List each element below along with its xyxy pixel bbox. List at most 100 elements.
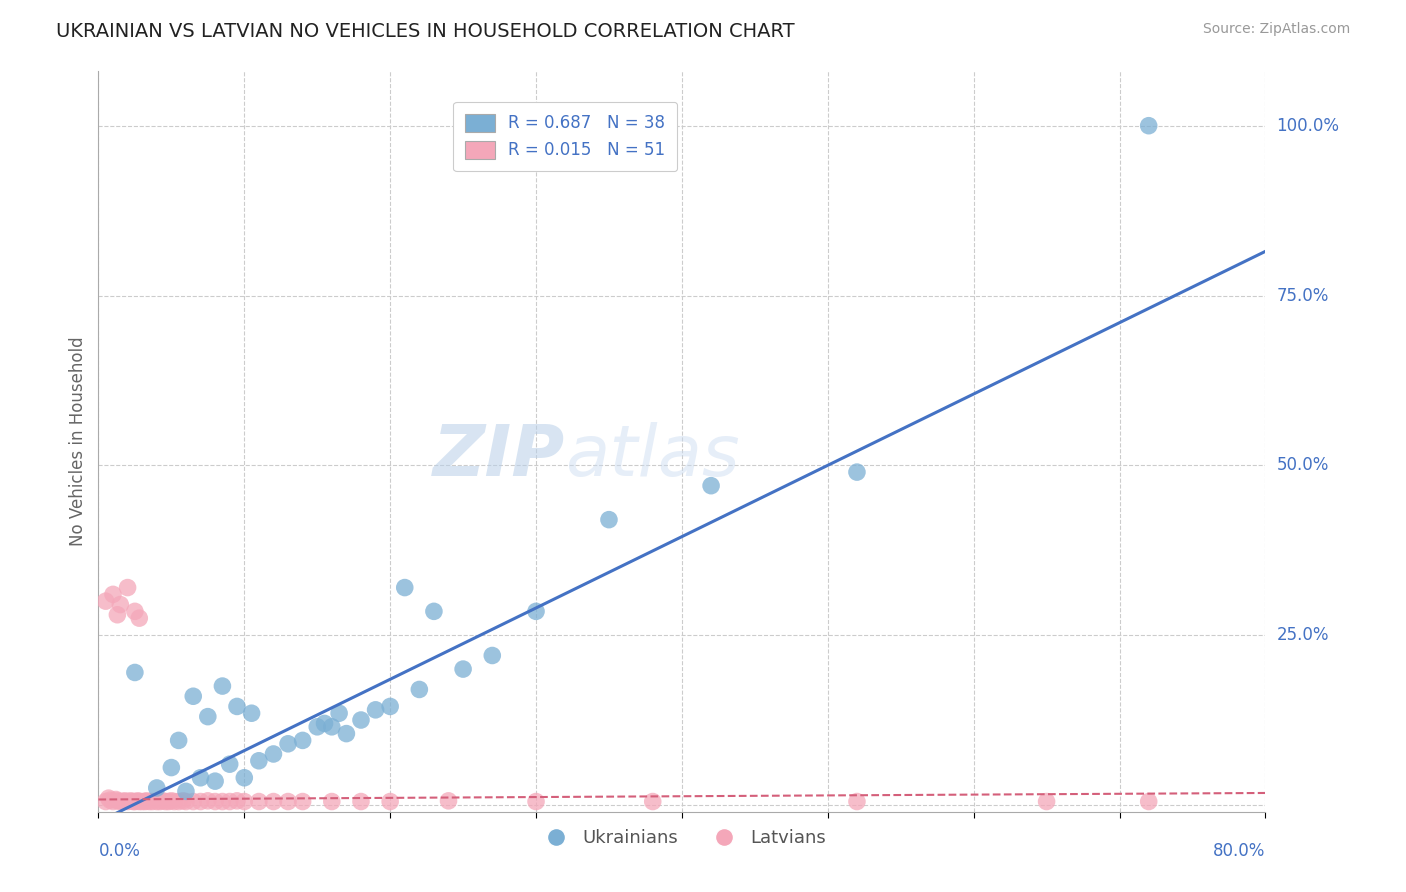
Point <box>155 795 177 809</box>
Point <box>218 757 240 772</box>
Point <box>120 794 142 808</box>
Point <box>105 794 128 808</box>
Point <box>350 713 373 727</box>
Point <box>98 793 121 807</box>
Point <box>160 794 183 808</box>
Point <box>157 795 180 809</box>
Text: 25.0%: 25.0% <box>1277 626 1329 644</box>
Point <box>112 795 135 809</box>
Point <box>233 771 256 785</box>
Text: Source: ZipAtlas.com: Source: ZipAtlas.com <box>1202 22 1350 37</box>
Text: 50.0%: 50.0% <box>1277 457 1329 475</box>
Point <box>141 795 163 809</box>
Point <box>380 699 402 714</box>
Point <box>174 784 197 798</box>
Point <box>240 706 263 721</box>
Point <box>211 679 233 693</box>
Point <box>211 795 233 809</box>
Point <box>174 795 197 809</box>
Point <box>146 795 169 809</box>
Point <box>380 795 402 809</box>
Point <box>277 795 299 809</box>
Point <box>128 611 150 625</box>
Point <box>291 795 314 809</box>
Point <box>94 795 117 809</box>
Point <box>181 795 204 809</box>
Point <box>172 794 194 808</box>
Point <box>262 795 284 809</box>
Point <box>101 795 124 809</box>
Legend: Ukrainians, Latvians: Ukrainians, Latvians <box>530 822 834 855</box>
Point <box>598 513 620 527</box>
Point <box>1137 119 1160 133</box>
Text: 0.0%: 0.0% <box>98 842 141 860</box>
Point <box>1035 795 1057 809</box>
Point <box>641 795 664 809</box>
Text: 80.0%: 80.0% <box>1213 842 1265 860</box>
Point <box>204 795 226 809</box>
Point <box>524 795 547 809</box>
Point <box>167 733 190 747</box>
Point <box>262 747 284 761</box>
Point <box>104 792 127 806</box>
Point <box>197 709 219 723</box>
Point <box>124 795 146 809</box>
Point <box>114 794 136 808</box>
Point <box>128 795 150 809</box>
Point <box>160 761 183 775</box>
Point <box>451 662 474 676</box>
Point <box>846 795 869 809</box>
Point <box>218 795 240 809</box>
Text: ZIP: ZIP <box>433 422 565 491</box>
Point <box>190 771 212 785</box>
Point <box>307 720 329 734</box>
Point <box>135 794 157 808</box>
Point <box>226 794 249 808</box>
Point <box>408 682 430 697</box>
Point <box>101 587 124 601</box>
Point <box>146 780 169 795</box>
Point <box>122 795 145 809</box>
Point <box>277 737 299 751</box>
Point <box>149 795 172 809</box>
Point <box>481 648 503 663</box>
Y-axis label: No Vehicles in Household: No Vehicles in Household <box>69 336 87 547</box>
Point <box>226 699 249 714</box>
Point <box>134 795 156 809</box>
Point <box>117 795 139 809</box>
Point <box>423 604 446 618</box>
Point <box>124 604 146 618</box>
Point <box>163 795 186 809</box>
Point <box>131 795 153 809</box>
Point <box>181 690 204 704</box>
Point <box>247 754 270 768</box>
Point <box>335 726 357 740</box>
Point <box>124 665 146 680</box>
Point <box>846 465 869 479</box>
Point <box>152 794 174 808</box>
Point <box>127 794 149 808</box>
Point <box>364 703 387 717</box>
Text: UKRAINIAN VS LATVIAN NO VEHICLES IN HOUSEHOLD CORRELATION CHART: UKRAINIAN VS LATVIAN NO VEHICLES IN HOUS… <box>56 22 794 41</box>
Point <box>314 716 336 731</box>
Point <box>117 581 139 595</box>
Point <box>138 795 160 809</box>
Point <box>197 794 219 808</box>
Point <box>233 795 256 809</box>
Point <box>328 706 350 721</box>
Point <box>110 598 132 612</box>
Point <box>437 794 460 808</box>
Text: 100.0%: 100.0% <box>1277 117 1340 135</box>
Point <box>247 795 270 809</box>
Point <box>94 594 117 608</box>
Point <box>105 607 128 622</box>
Point <box>204 774 226 789</box>
Point <box>110 795 132 809</box>
Point <box>1137 795 1160 809</box>
Text: 75.0%: 75.0% <box>1277 286 1329 304</box>
Point <box>394 581 416 595</box>
Point <box>350 795 373 809</box>
Point <box>190 795 212 809</box>
Text: atlas: atlas <box>565 422 740 491</box>
Point <box>524 604 547 618</box>
